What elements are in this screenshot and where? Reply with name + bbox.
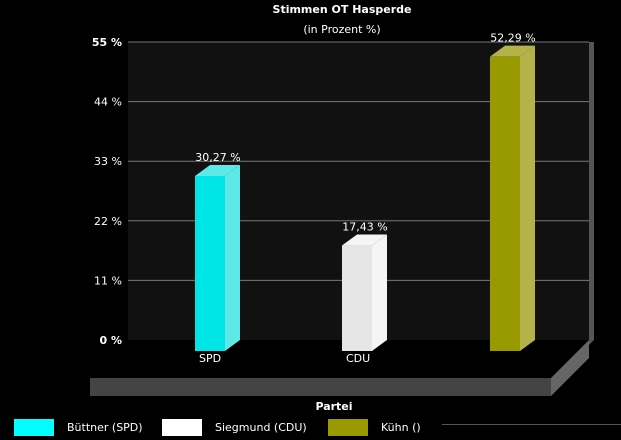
bar-top [195,164,240,176]
legend-label: Kühn () [381,420,421,434]
y-tick-label: 11 % [94,274,122,287]
floor-side [551,340,589,396]
bar-2 [342,234,387,351]
chart-title: Stimmen OT Hasperde [273,3,412,16]
bar-front [342,245,372,351]
chart-subtitle: (in Prozent %) [303,23,380,36]
bar-1 [195,164,240,351]
plot-right-wall [589,42,594,345]
x-axis-ticks: SPD CDU [199,352,370,365]
bar-value-label: 17,43 % [342,221,387,234]
floor-front [90,378,551,396]
y-tick-label: 44 % [94,96,122,109]
y-tick-label: 22 % [94,215,122,228]
legend-swatch [14,418,54,436]
bar-value-label: 52,29 % [490,32,535,45]
bar-side [520,45,535,351]
legend-divider [442,424,621,425]
plot-back-wall [128,42,594,340]
legend-swatch [328,418,368,436]
legend: Büttner (SPD) Siegmund (CDU) Kühn () [0,414,621,438]
y-axis-ticks: 0 % 11 % 22 % 33 % 44 % 55 % [92,36,122,347]
bar-side [225,164,240,351]
y-tick-label: 55 % [92,36,122,49]
legend-item-siegmund: Siegmund (CDU) [162,418,307,436]
legend-item-buettner: Büttner (SPD) [14,418,143,436]
bar-side [372,234,387,351]
bar-chart: Stimmen OT Hasperde (in Prozent %) 0 % 11… [90,3,594,413]
legend-label: Büttner (SPD) [67,420,143,434]
x-tick-label: CDU [346,352,370,365]
x-axis-label: Partei [315,400,352,413]
bar-3 [490,45,535,351]
y-tick-label: 0 % [99,334,122,347]
x-tick-label: SPD [199,352,221,365]
legend-swatch [162,418,202,436]
bars: 30,27 % 17,43 % 52,29 % [195,32,536,351]
legend-item-kuehn: Kühn () [328,418,421,436]
bar-value-label: 30,27 % [195,151,240,164]
bar-front [490,56,520,351]
y-tick-label: 33 % [94,155,122,168]
legend-label: Siegmund (CDU) [215,420,307,434]
bar-front [195,175,225,351]
bar-top [490,45,535,57]
bar-top [342,234,387,246]
